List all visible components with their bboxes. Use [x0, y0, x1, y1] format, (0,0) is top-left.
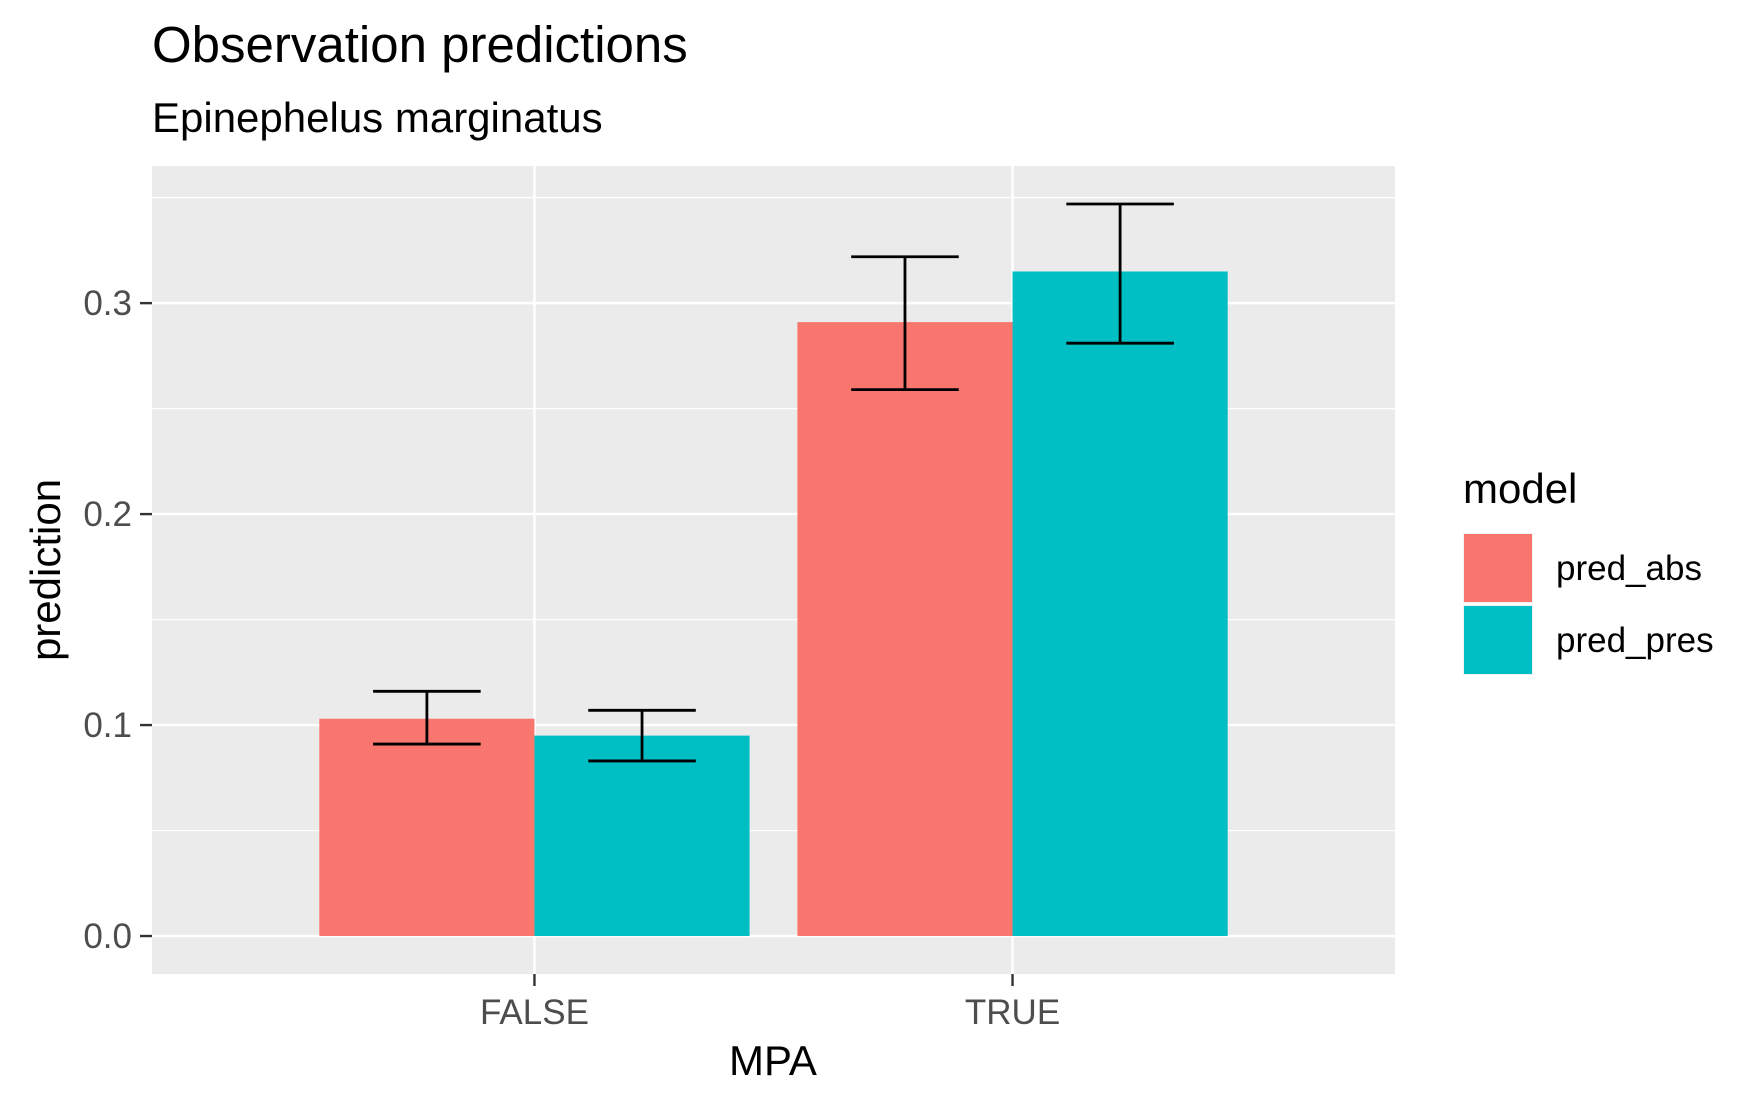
- legend: model pred_abs pred_pres: [1463, 465, 1714, 675]
- y-axis: 0.0 0.1 0.2 0.3: [83, 284, 152, 956]
- legend-label-pred_pres: pred_pres: [1556, 621, 1714, 660]
- x-tick-label: TRUE: [965, 993, 1060, 1032]
- x-axis-title: MPA: [729, 1037, 817, 1084]
- bar-pred_abs-TRUE: [797, 322, 1013, 937]
- legend-title: model: [1463, 465, 1577, 512]
- x-axis: FALSE TRUE: [480, 974, 1060, 1032]
- legend-label-pred_abs: pred_abs: [1556, 549, 1702, 588]
- chart-subtitle: Epinephelus marginatus: [152, 94, 603, 141]
- legend-swatch-pred_abs: [1464, 534, 1532, 602]
- chart-title: Observation predictions: [152, 16, 688, 73]
- bar-pred_pres-TRUE: [1012, 271, 1228, 937]
- bars: [319, 271, 1228, 937]
- error-bars: [373, 202, 1174, 763]
- bar-pred_abs-FALSE: [319, 718, 535, 937]
- y-tick-label: 0.3: [83, 284, 132, 323]
- bar-pred_pres-FALSE: [534, 735, 750, 937]
- legend-swatch-pred_pres: [1464, 606, 1532, 674]
- y-tick-label: 0.2: [83, 495, 132, 534]
- error-bar-pred_pres-TRUE: [1066, 202, 1174, 345]
- y-tick-label: 0.1: [83, 706, 132, 745]
- x-tick-label: FALSE: [480, 993, 589, 1032]
- error-bar-pred_abs-FALSE: [373, 689, 481, 746]
- error-bar-pred_pres-FALSE: [588, 708, 696, 763]
- error-bar-pred_abs-TRUE: [851, 255, 959, 392]
- y-axis-title: prediction: [22, 479, 69, 661]
- y-tick-label: 0.0: [83, 917, 132, 956]
